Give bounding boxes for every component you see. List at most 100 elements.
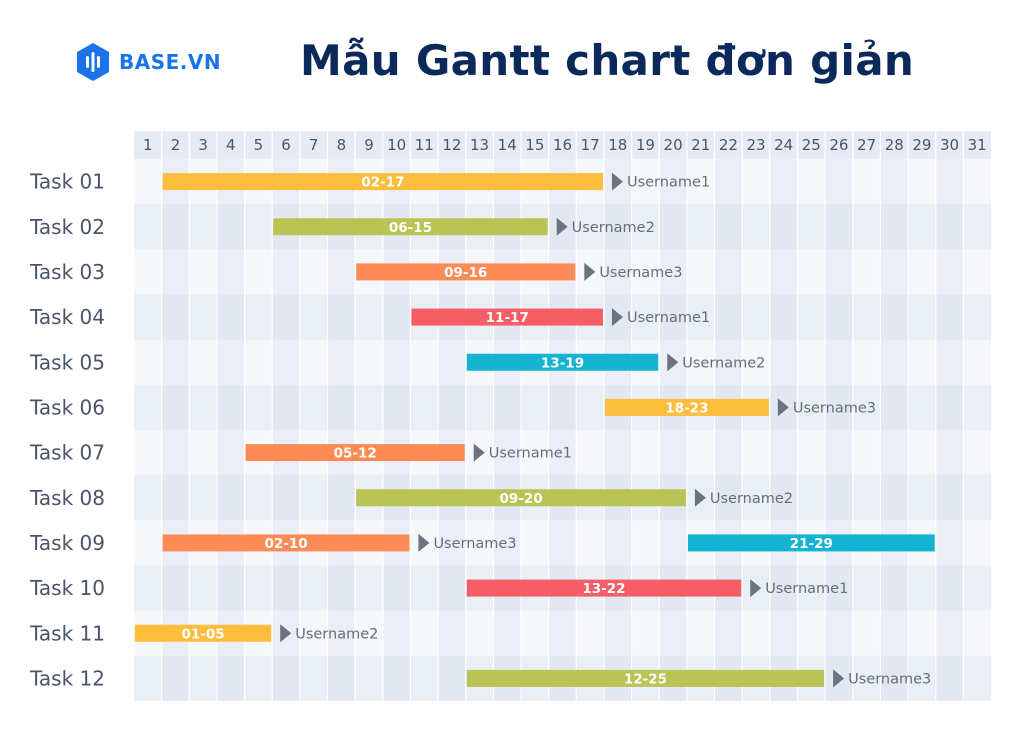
page-title: Mẫu Gantt chart đơn giản	[300, 36, 915, 85]
task-bar	[604, 398, 769, 416]
day-label-16: 16	[553, 136, 572, 154]
assignee-arrow-icon	[556, 217, 568, 236]
column-stripe	[825, 159, 853, 701]
assignee-arrow-icon	[750, 579, 762, 598]
day-label-1: 1	[143, 136, 153, 154]
day-label-31: 31	[968, 136, 987, 154]
task-bar	[356, 489, 686, 507]
row-background	[134, 384, 991, 430]
column-stripe	[382, 159, 411, 701]
bar-date-label: 06-15	[389, 220, 432, 236]
task-label: Task 03	[29, 260, 105, 284]
day-label-30: 30	[940, 136, 959, 154]
task-bar	[273, 218, 548, 236]
day-label-12: 12	[442, 136, 461, 154]
column-stripe	[272, 159, 300, 701]
day-label-20: 20	[664, 136, 683, 154]
assignee-arrow-icon	[667, 353, 679, 372]
assignee-label: Username2	[710, 491, 793, 507]
assignee-label: Username3	[433, 536, 516, 552]
task-bar	[466, 353, 659, 371]
day-label-23: 23	[746, 136, 765, 154]
bar-date-label: 02-17	[361, 175, 404, 191]
assignee-arrow-icon	[833, 669, 845, 688]
column-stripe	[659, 159, 687, 701]
day-label-7: 7	[309, 136, 319, 154]
day-label-10: 10	[387, 136, 406, 154]
day-label-29: 29	[912, 136, 931, 154]
task-label: Task 08	[29, 486, 105, 510]
assignee-label: Username1	[627, 310, 710, 326]
bar-date-label: 21-29	[790, 536, 833, 552]
bar-date-label: 13-22	[582, 581, 625, 597]
day-label-28: 28	[885, 136, 904, 154]
bar-date-label: 12-25	[624, 671, 667, 687]
assignee-label: Username3	[848, 671, 931, 687]
logo-text: BASE.VN	[119, 50, 222, 74]
task-label: Task 01	[29, 170, 105, 194]
day-label-27: 27	[857, 136, 876, 154]
day-label-9: 9	[364, 136, 374, 154]
day-label-18: 18	[608, 136, 627, 154]
assignee-arrow-icon	[611, 308, 623, 327]
day-label-22: 22	[719, 136, 738, 154]
day-label-4: 4	[226, 136, 236, 154]
task-bar	[162, 534, 410, 552]
task-bar	[466, 669, 825, 687]
task-label: Task 12	[29, 666, 105, 690]
brand-logo: BASE.VN	[75, 42, 221, 82]
task-label: Task 07	[29, 441, 105, 465]
day-label-2: 2	[171, 136, 181, 154]
task-label: Task 11	[29, 621, 105, 645]
day-label-26: 26	[829, 136, 848, 154]
assignee-arrow-icon	[584, 262, 596, 281]
task-bar	[687, 534, 935, 552]
column-stripe	[161, 159, 190, 701]
assignee-arrow-icon	[280, 624, 292, 643]
column-stripe	[493, 159, 522, 701]
day-label-15: 15	[525, 136, 544, 154]
bar-date-label: 01-05	[182, 626, 225, 642]
day-label-3: 3	[198, 136, 208, 154]
task-bar	[162, 173, 603, 191]
day-label-6: 6	[281, 136, 291, 154]
column-stripe	[935, 159, 964, 701]
day-label-19: 19	[636, 136, 655, 154]
task-label: Task 09	[29, 531, 105, 555]
assignee-label: Username2	[572, 220, 655, 236]
assignee-arrow-icon	[418, 533, 430, 552]
day-label-25: 25	[802, 136, 821, 154]
base-logo-icon	[77, 43, 109, 81]
task-bar	[245, 444, 465, 462]
bar-date-label: 18-23	[665, 400, 708, 416]
assignee-arrow-icon	[611, 172, 623, 191]
assignee-label: Username3	[599, 265, 682, 281]
task-label: Task 06	[29, 395, 105, 419]
bar-date-label: 09-20	[499, 491, 542, 507]
assignee-arrow-icon	[777, 398, 789, 417]
column-stripe	[548, 159, 577, 701]
bar-date-label: 05-12	[334, 446, 377, 462]
bar-date-label: 02-10	[264, 536, 307, 552]
column-stripe	[714, 159, 743, 701]
column-stripe	[880, 159, 909, 701]
assignee-label: Username1	[489, 446, 572, 462]
assignee-label: Username2	[682, 355, 765, 371]
day-header-band	[134, 131, 991, 159]
assignee-label: Username3	[793, 400, 876, 416]
assignee-arrow-icon	[694, 488, 706, 507]
task-label: Task 05	[29, 350, 105, 374]
column-stripe	[438, 159, 466, 701]
column-stripe	[769, 159, 798, 701]
assignee-arrow-icon	[473, 443, 485, 462]
column-stripe	[216, 159, 245, 701]
column-stripe	[603, 159, 632, 701]
bar-date-label: 09-16	[444, 265, 487, 281]
day-label-14: 14	[498, 136, 517, 154]
task-label: Task 04	[29, 305, 105, 329]
day-label-11: 11	[415, 136, 434, 154]
day-label-5: 5	[254, 136, 264, 154]
row-background	[134, 610, 991, 656]
day-label-8: 8	[337, 136, 347, 154]
